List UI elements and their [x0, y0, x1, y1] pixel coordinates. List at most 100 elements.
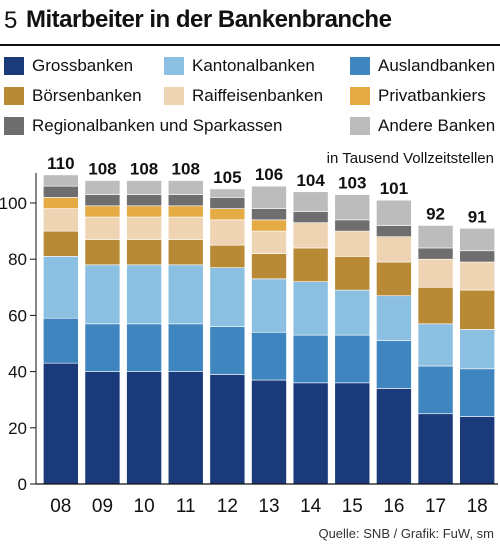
bar-segment-08-b-rsenbanken — [43, 230, 79, 257]
legend-label-kantonalbanken: Kantonalbanken — [192, 56, 315, 75]
y-tick-label-40: 40 — [8, 363, 27, 382]
chart-title: Mitarbeiter in der Bankenbranche — [26, 6, 392, 33]
bar-segment-16-raiffeisenbanken — [376, 236, 412, 263]
y-tick-label-100: 100 — [0, 194, 27, 213]
legend-label-boersenbanken: Börsenbanken — [32, 86, 142, 105]
bar-segment-11-privatbankiers — [167, 205, 204, 218]
x-tick-label-09: 09 — [92, 496, 113, 517]
bar-segment-08-grossbanken — [43, 362, 79, 485]
bar-segment-10-b-rsenbanken — [126, 239, 162, 266]
bar-segment-12-kantonalbanken — [209, 267, 246, 327]
bar-segment-11-regionalbanken-und-sparkassen — [167, 194, 204, 207]
legend-item-andere-banken: Andere Banken — [350, 114, 495, 138]
legend-swatch-regionalbanken — [4, 117, 24, 135]
bar-segment-18-raiffeisenbanken — [459, 261, 495, 291]
x-tick-label-18: 18 — [467, 496, 488, 517]
bar-segment-16-andere-banken — [376, 199, 412, 226]
bar-segment-17-auslandbanken — [417, 365, 454, 415]
bar-segment-10-auslandbanken — [126, 323, 162, 372]
x-tick-label-12: 12 — [217, 496, 238, 517]
unit-note: in Tausend Vollzeitstellen — [327, 150, 494, 167]
bar-segment-08-kantonalbanken — [43, 256, 79, 319]
bar-segment-14-regionalbanken-und-sparkassen — [292, 211, 329, 223]
total-label-16: 101 — [380, 179, 408, 198]
legend-label-auslandbanken: Auslandbanken — [378, 56, 496, 75]
bar-segment-17-b-rsenbanken — [417, 287, 454, 325]
bar-segment-16-regionalbanken-und-sparkassen — [376, 225, 412, 238]
x-tick-label-08: 08 — [50, 496, 71, 517]
bar-segment-10-kantonalbanken — [126, 264, 162, 325]
bar-segment-10-privatbankiers — [126, 205, 162, 218]
legend-item-kantonalbanken: Kantonalbanken — [164, 54, 315, 78]
x-tick-label-11: 11 — [176, 496, 196, 517]
bar-segment-10-andere-banken — [126, 180, 162, 195]
legend-item-boersenbanken: Börsenbanken — [4, 84, 142, 108]
bar-segment-16-auslandbanken — [376, 340, 412, 389]
bar-segment-13-grossbanken — [251, 379, 287, 485]
total-label-18: 91 — [468, 207, 487, 226]
legend-label-andere-banken: Andere Banken — [378, 116, 496, 135]
bar-segment-15-b-rsenbanken — [334, 256, 371, 291]
bar-segment-11-raiffeisenbanken — [167, 216, 204, 240]
legend-item-privatbankiers: Privatbankiers — [350, 84, 486, 108]
bar-segment-12-b-rsenbanken — [209, 244, 246, 268]
bar-segment-13-andere-banken — [251, 185, 287, 209]
bar-segment-14-raiffeisenbanken — [292, 222, 329, 249]
legend-swatch-raiffeisenbanken — [164, 87, 184, 105]
bar-segment-08-andere-banken — [43, 174, 79, 187]
bar-segment-18-b-rsenbanken — [459, 289, 495, 330]
bar-segment-14-grossbanken — [292, 382, 329, 485]
stacked-bar-chart: 0 20 40 60 80 100 in Tausend Vollzeitstellen 11… — [0, 150, 498, 517]
bar-segment-15-auslandbanken — [334, 334, 371, 384]
bar-segment-13-auslandbanken — [251, 331, 287, 381]
y-tick-label-20: 20 — [8, 419, 27, 438]
bar-segment-13-raiffeisenbanken — [251, 230, 287, 254]
figure-number: 5 — [4, 7, 18, 34]
legend: Grossbanken Kantonalbanken Auslandbanken… — [0, 54, 500, 144]
bar-segment-10-raiffeisenbanken — [126, 216, 162, 240]
bar-segment-13-regionalbanken-und-sparkassen — [251, 208, 287, 221]
bar-segment-09-grossbanken — [84, 371, 121, 485]
bar-segment-18-kantonalbanken — [459, 329, 495, 370]
bar-segment-15-grossbanken — [334, 382, 371, 485]
bar-segment-11-b-rsenbanken — [167, 239, 204, 266]
bar-segment-12-andere-banken — [209, 188, 246, 198]
y-tick-label-60: 60 — [8, 306, 27, 325]
bar-segment-12-grossbanken — [209, 374, 246, 485]
bar-segment-10-regionalbanken-und-sparkassen — [126, 194, 162, 207]
bar-segment-18-andere-banken — [459, 227, 495, 252]
bar-segment-11-andere-banken — [167, 180, 204, 195]
bar-segment-09-privatbankiers — [84, 205, 121, 218]
bar-segment-18-grossbanken — [459, 416, 495, 485]
bar-segment-09-raiffeisenbanken — [84, 216, 121, 240]
bar-segment-09-andere-banken — [84, 180, 121, 195]
total-label-11: 108 — [172, 160, 200, 179]
total-label-08: 110 — [47, 154, 74, 173]
legend-swatch-boersenbanken — [4, 87, 24, 105]
bar-segment-16-kantonalbanken — [376, 295, 412, 341]
bar-segment-13-privatbankiers — [251, 219, 287, 232]
legend-label-regionalbanken: Regionalbanken und Sparkassen — [32, 116, 283, 135]
bar-segment-16-b-rsenbanken — [376, 261, 412, 297]
chart-header: 5 Mitarbeiter in der Bankenbranche — [0, 0, 500, 46]
total-label-15: 103 — [338, 174, 366, 193]
bar-segment-14-b-rsenbanken — [292, 247, 329, 282]
total-label-14: 104 — [296, 171, 325, 190]
bar-segment-11-grossbanken — [167, 371, 204, 485]
bar-segment-15-regionalbanken-und-sparkassen — [334, 219, 371, 232]
bar-segment-17-regionalbanken-und-sparkassen — [417, 247, 454, 260]
total-label-12: 105 — [213, 168, 241, 187]
bar-segment-12-regionalbanken-und-sparkassen — [209, 197, 246, 209]
x-tick-label-15: 15 — [342, 496, 363, 517]
bar-segment-08-privatbankiers — [43, 197, 79, 209]
bar-segment-12-auslandbanken — [209, 326, 246, 375]
bar-segment-14-kantonalbanken — [292, 281, 329, 336]
x-tick-label-17: 17 — [425, 496, 446, 517]
bar-segment-14-auslandbanken — [292, 334, 329, 384]
x-tick-label-16: 16 — [383, 496, 404, 517]
bar-segment-13-kantonalbanken — [251, 278, 287, 333]
bar-segment-17-kantonalbanken — [417, 323, 454, 367]
x-tick-label-13: 13 — [258, 496, 279, 517]
legend-item-regionalbanken: Regionalbanken und Sparkassen — [4, 114, 282, 138]
bar-segment-17-raiffeisenbanken — [417, 258, 454, 288]
